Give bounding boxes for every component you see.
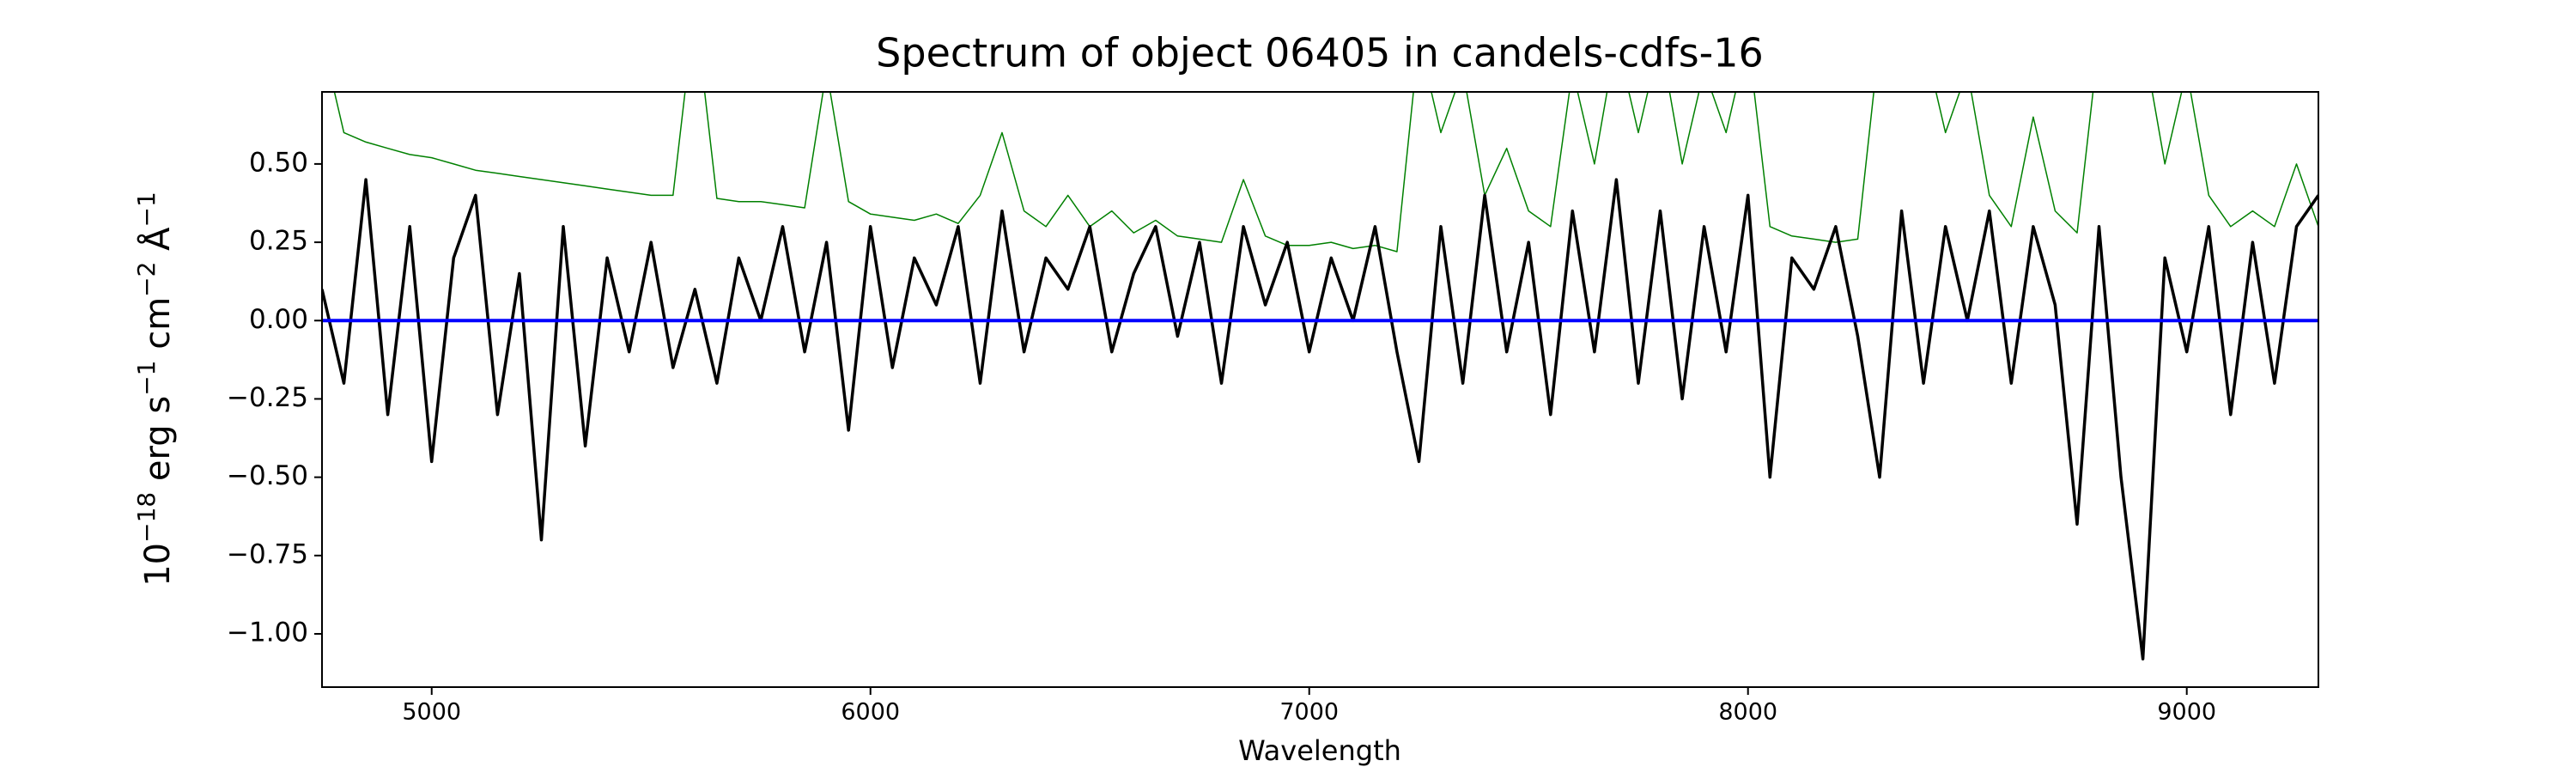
y-tick-label: −0.25 xyxy=(227,382,308,413)
x-tick-label: 8000 xyxy=(1718,699,1777,726)
y-tick-label: 0.00 xyxy=(249,304,308,335)
y-tick-label: −0.50 xyxy=(227,460,308,491)
y-tick-label: 0.25 xyxy=(249,226,308,257)
y-label-part: 10 xyxy=(138,543,178,587)
plot-frame xyxy=(321,91,2319,688)
y-label-sup: −1 xyxy=(132,192,161,227)
y-label-part: cm xyxy=(138,297,178,361)
plot-area xyxy=(322,92,2318,660)
y-tick-label: −0.75 xyxy=(227,539,308,569)
y-label-part: erg s xyxy=(138,396,178,492)
x-axis-label: Wavelength xyxy=(1238,734,1401,767)
y-label-sup: −1 xyxy=(132,361,161,396)
y-axis-label: 10−18 erg s−1 cm−2 Å−1 xyxy=(132,192,178,587)
spectrum-line xyxy=(333,92,2318,253)
y-tick-label: −1.00 xyxy=(227,617,308,648)
y-tick-label: 0.50 xyxy=(249,147,308,178)
y-label-sup: −18 xyxy=(132,492,161,543)
chart-title: Spectrum of object 06405 in candels-cdfs… xyxy=(876,30,1764,76)
y-label-part: Å xyxy=(137,227,178,262)
y-label-sup: −2 xyxy=(132,262,161,297)
x-tick-label: 5000 xyxy=(402,699,461,726)
x-tick-label: 7000 xyxy=(1279,699,1339,726)
spectrum-line xyxy=(322,178,2318,660)
x-tick-label: 6000 xyxy=(841,699,900,726)
x-tick-label: 9000 xyxy=(2157,699,2216,726)
